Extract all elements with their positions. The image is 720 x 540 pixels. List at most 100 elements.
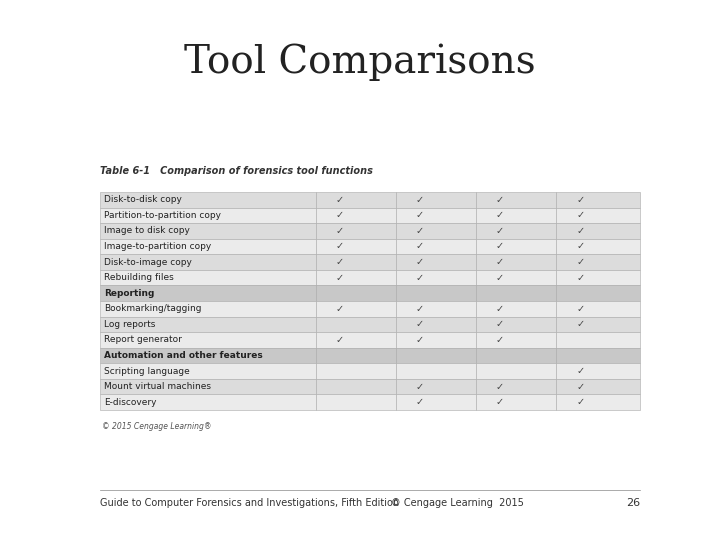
- Text: ✓: ✓: [336, 241, 344, 252]
- Bar: [556, 207, 640, 223]
- Bar: [476, 332, 556, 348]
- Text: © 2015 Cengage Learning®: © 2015 Cengage Learning®: [102, 422, 212, 431]
- Text: ✓: ✓: [496, 257, 504, 267]
- Text: Image to disk copy: Image to disk copy: [104, 226, 190, 235]
- Text: ✓: ✓: [336, 226, 344, 236]
- Text: Disk-to-disk copy: Disk-to-disk copy: [104, 195, 182, 204]
- Bar: [316, 332, 396, 348]
- Bar: [476, 286, 556, 301]
- Text: E-discovery: E-discovery: [104, 398, 156, 407]
- Bar: [316, 286, 396, 301]
- Text: ✓: ✓: [577, 319, 585, 329]
- Text: ✓: ✓: [496, 195, 504, 205]
- Bar: [100, 207, 316, 223]
- Bar: [396, 316, 476, 332]
- Bar: [100, 301, 316, 316]
- Bar: [100, 379, 316, 394]
- Bar: [556, 192, 640, 207]
- Bar: [316, 207, 396, 223]
- Bar: [100, 286, 316, 301]
- Bar: [396, 363, 476, 379]
- Text: ✓: ✓: [577, 366, 585, 376]
- Text: Log reports: Log reports: [104, 320, 156, 329]
- Bar: [396, 239, 476, 254]
- Bar: [316, 394, 396, 410]
- Text: Scripting language: Scripting language: [104, 367, 190, 376]
- Text: ✓: ✓: [496, 335, 504, 345]
- Bar: [476, 316, 556, 332]
- Text: ✓: ✓: [577, 241, 585, 252]
- Text: ✓: ✓: [416, 257, 424, 267]
- Bar: [396, 379, 476, 394]
- Text: ✓: ✓: [416, 211, 424, 220]
- Text: ✓: ✓: [577, 397, 585, 407]
- Bar: [476, 207, 556, 223]
- Bar: [396, 207, 476, 223]
- Text: ✓: ✓: [496, 273, 504, 282]
- Bar: [100, 332, 316, 348]
- Text: ✓: ✓: [577, 382, 585, 392]
- Bar: [396, 394, 476, 410]
- Bar: [556, 254, 640, 270]
- Text: ✓: ✓: [336, 257, 344, 267]
- Text: ✓: ✓: [577, 211, 585, 220]
- Text: ✓: ✓: [336, 304, 344, 314]
- Text: ✓: ✓: [577, 273, 585, 282]
- Text: ✓: ✓: [336, 211, 344, 220]
- Bar: [396, 192, 476, 207]
- Bar: [476, 348, 556, 363]
- Bar: [556, 332, 640, 348]
- Bar: [396, 223, 476, 239]
- Bar: [100, 270, 316, 286]
- Text: ✓: ✓: [496, 226, 504, 236]
- Text: Reporting: Reporting: [104, 289, 154, 298]
- Bar: [556, 301, 640, 316]
- Bar: [100, 223, 316, 239]
- Bar: [556, 348, 640, 363]
- Bar: [100, 348, 316, 363]
- Text: ✓: ✓: [336, 195, 344, 205]
- Text: 26: 26: [626, 498, 640, 508]
- Bar: [396, 301, 476, 316]
- Text: ✓: ✓: [416, 241, 424, 252]
- Text: Disk-to-image copy: Disk-to-image copy: [104, 258, 192, 267]
- Bar: [100, 394, 316, 410]
- Text: ✓: ✓: [496, 304, 504, 314]
- Bar: [316, 192, 396, 207]
- Bar: [316, 316, 396, 332]
- Text: Report generator: Report generator: [104, 335, 182, 345]
- Text: ✓: ✓: [577, 257, 585, 267]
- Bar: [316, 254, 396, 270]
- Bar: [316, 270, 396, 286]
- Bar: [476, 301, 556, 316]
- Bar: [100, 316, 316, 332]
- Text: ✓: ✓: [577, 226, 585, 236]
- Text: ✓: ✓: [577, 304, 585, 314]
- Bar: [476, 379, 556, 394]
- Bar: [316, 223, 396, 239]
- Bar: [556, 239, 640, 254]
- Bar: [556, 363, 640, 379]
- Bar: [476, 192, 556, 207]
- Text: ✓: ✓: [496, 211, 504, 220]
- Text: ✓: ✓: [496, 319, 504, 329]
- Bar: [396, 348, 476, 363]
- Text: ✓: ✓: [496, 397, 504, 407]
- Bar: [556, 394, 640, 410]
- Bar: [100, 254, 316, 270]
- Bar: [556, 270, 640, 286]
- Text: ✓: ✓: [336, 335, 344, 345]
- Text: ✓: ✓: [577, 195, 585, 205]
- Bar: [100, 239, 316, 254]
- Text: Partition-to-partition copy: Partition-to-partition copy: [104, 211, 221, 220]
- Text: Tool Comparisons: Tool Comparisons: [184, 43, 536, 81]
- Text: ✓: ✓: [496, 241, 504, 252]
- Bar: [316, 379, 396, 394]
- Text: Rebuilding files: Rebuilding files: [104, 273, 174, 282]
- Text: ✓: ✓: [416, 319, 424, 329]
- Bar: [476, 239, 556, 254]
- Bar: [396, 270, 476, 286]
- Bar: [396, 254, 476, 270]
- Bar: [556, 316, 640, 332]
- Bar: [476, 363, 556, 379]
